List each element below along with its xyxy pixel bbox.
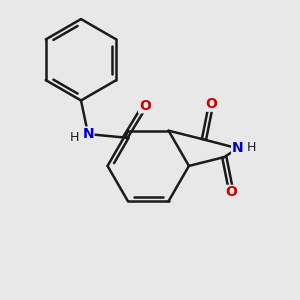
Text: N: N	[82, 127, 94, 141]
Text: O: O	[139, 99, 151, 113]
Text: O: O	[225, 185, 237, 200]
Text: O: O	[205, 97, 217, 111]
Text: H: H	[70, 131, 79, 144]
Text: N: N	[232, 141, 243, 155]
Text: H: H	[246, 141, 256, 154]
